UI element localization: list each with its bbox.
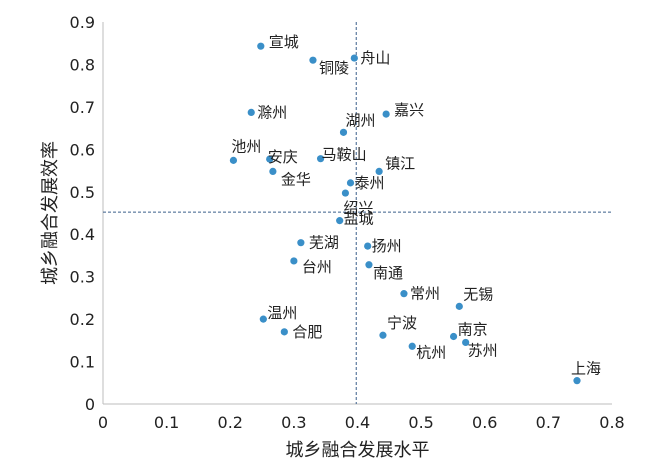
point-label: 上海 bbox=[571, 360, 601, 378]
data-point bbox=[375, 167, 383, 176]
data-point bbox=[229, 156, 238, 164]
y-tick-label: 0.3 bbox=[70, 268, 95, 287]
point-label: 常州 bbox=[410, 285, 440, 303]
x-tick-label: 0.8 bbox=[599, 413, 624, 432]
point-label: 台州 bbox=[302, 258, 332, 276]
data-point bbox=[449, 332, 458, 341]
point-label: 湖州 bbox=[346, 111, 376, 129]
point-label: 池州 bbox=[231, 137, 261, 155]
data-point bbox=[309, 56, 317, 64]
point-label: 温州 bbox=[267, 304, 297, 322]
point-label: 宁波 bbox=[387, 314, 417, 332]
data-point bbox=[364, 242, 372, 250]
point-label: 嘉兴 bbox=[394, 101, 424, 119]
y-axis-title: 城乡融合发展效率 bbox=[40, 141, 61, 285]
point-label: 绍兴 bbox=[343, 199, 373, 217]
x-tick-label: 0.2 bbox=[218, 413, 243, 432]
point-label: 盐城 bbox=[344, 210, 374, 228]
data-point bbox=[257, 42, 265, 50]
data-point bbox=[316, 155, 325, 163]
data-point bbox=[408, 342, 416, 350]
point-label: 铜陵 bbox=[319, 59, 349, 77]
y-tick-label: 0.4 bbox=[70, 225, 95, 244]
point-label: 舟山 bbox=[360, 49, 390, 67]
data-point bbox=[297, 239, 305, 247]
x-axis-title: 城乡融合发展水平 bbox=[286, 440, 430, 461]
data-point bbox=[379, 331, 387, 339]
point-label: 金华 bbox=[281, 170, 311, 188]
point-label: 无锡 bbox=[463, 285, 493, 303]
data-point bbox=[280, 328, 288, 336]
point-label: 泰州 bbox=[355, 174, 385, 192]
x-tick-label: 0.4 bbox=[345, 413, 370, 432]
x-tick-label: 0 bbox=[98, 413, 108, 432]
y-tick-label: 0.9 bbox=[70, 13, 95, 32]
point-label: 南通 bbox=[373, 264, 403, 282]
y-tick-label: 0.7 bbox=[70, 98, 95, 117]
data-point bbox=[339, 128, 348, 136]
data-point bbox=[336, 217, 344, 225]
x-tick-label: 0.1 bbox=[154, 413, 179, 432]
point-label: 苏州 bbox=[468, 341, 498, 359]
y-tick-label: 0.8 bbox=[70, 55, 95, 74]
point-label: 芜湖 bbox=[309, 234, 339, 252]
data-point bbox=[400, 290, 408, 298]
point-label: 镇江 bbox=[385, 154, 415, 172]
x-tick-label: 0.5 bbox=[408, 413, 433, 432]
point-label: 宣城 bbox=[269, 33, 299, 51]
data-point bbox=[365, 261, 373, 269]
data-point bbox=[290, 257, 298, 265]
data-point bbox=[350, 54, 358, 62]
y-tick-label: 0.2 bbox=[70, 310, 95, 329]
point-label: 南京 bbox=[458, 321, 488, 339]
x-tick-label: 0.6 bbox=[472, 413, 497, 432]
data-point bbox=[462, 338, 470, 347]
x-tick-label: 0.7 bbox=[536, 413, 561, 432]
data-point bbox=[259, 315, 267, 323]
reference-lines bbox=[103, 22, 612, 404]
y-tick-label: 0.5 bbox=[70, 183, 95, 202]
data-point bbox=[247, 108, 255, 117]
data-point bbox=[346, 179, 355, 187]
point-label: 合肥 bbox=[292, 323, 322, 341]
axes: 0 0.1 0.2 0.3 0.4 0.5 0.6 0.7 0.8 0 0.1 0.2 0.3 0.4 0.… bbox=[70, 13, 625, 432]
y-tick-label: 0.6 bbox=[70, 140, 95, 159]
y-tick-label: 0.1 bbox=[70, 353, 95, 372]
point-label: 杭州 bbox=[416, 343, 446, 361]
data-point bbox=[269, 167, 277, 176]
data-point bbox=[341, 189, 350, 197]
data-point bbox=[382, 110, 390, 118]
point-label: 安庆 bbox=[268, 148, 298, 166]
point-label: 马鞍山 bbox=[322, 146, 367, 164]
data-points bbox=[229, 42, 581, 385]
data-point bbox=[455, 302, 463, 310]
x-tick-label: 0.3 bbox=[281, 413, 306, 432]
point-label: 扬州 bbox=[372, 237, 402, 255]
y-tick-label: 0 bbox=[85, 395, 95, 414]
data-point bbox=[266, 155, 274, 163]
data-point bbox=[573, 377, 581, 385]
point-label: 滁州 bbox=[257, 103, 287, 121]
